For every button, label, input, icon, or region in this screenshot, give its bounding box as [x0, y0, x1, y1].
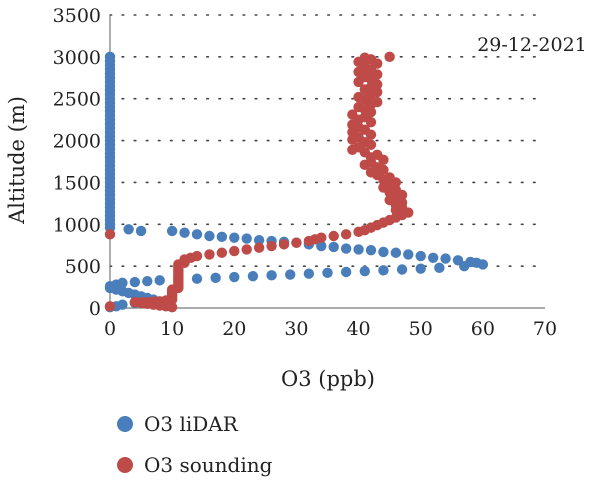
point-o3-lidar-76 [359, 265, 370, 277]
point-o3-lidar-81 [266, 270, 277, 281]
point-o3-sounding-125 [104, 301, 116, 312]
point-o3-sounding-34 [347, 134, 358, 145]
point-o3-sounding-79 [266, 240, 277, 252]
series-o3-lidar [104, 51, 489, 313]
point-o3-lidar-60 [365, 245, 377, 256]
point-o3-lidar-88 [142, 276, 153, 287]
legend-marker-o3-lidar [117, 416, 133, 432]
legend-label-o3-lidar: O3 liDAR [144, 412, 239, 436]
point-o3-sounding-84 [204, 249, 215, 260]
point-o3-lidar-84 [210, 272, 221, 284]
point-o3-lidar-73 [415, 263, 426, 274]
point-o3-lidar-75 [378, 265, 389, 276]
point-o3-lidar-74 [396, 264, 408, 275]
point-o3-lidar-57 [328, 241, 339, 253]
x-tick-label-30: 30 [284, 318, 308, 340]
point-o3-lidar-87 [154, 275, 165, 286]
point-o3-sounding-73 [328, 230, 339, 242]
x-tick-label-60: 60 [471, 318, 495, 340]
point-o3-sounding-83 [216, 247, 228, 258]
date-annotation: 29-12-2021 [477, 34, 587, 56]
y-tick-label-1000: 1000 [53, 214, 101, 236]
point-o3-lidar-72 [434, 262, 445, 274]
x-tick-label-70: 70 [533, 318, 557, 340]
point-o3-lidar-50 [241, 233, 252, 244]
y-tick-label-2000: 2000 [53, 131, 101, 153]
point-o3-lidar-89 [129, 276, 141, 288]
point-o3-sounding-124 [104, 229, 116, 240]
point-o3-sounding-42 [378, 154, 389, 166]
point-o3-lidar-43 [135, 225, 147, 237]
y-tick-label-3500: 3500 [53, 5, 101, 27]
point-o3-lidar-78 [322, 267, 333, 279]
y-tick-label-500: 500 [65, 256, 101, 278]
point-o3-lidar-45 [179, 227, 190, 238]
point-o3-sounding-38 [347, 144, 358, 155]
point-o3-lidar-49 [229, 232, 240, 243]
point-o3-sounding-123 [166, 301, 178, 313]
point-o3-sounding-36 [365, 139, 377, 150]
point-o3-lidar-71 [459, 260, 470, 272]
y-tick-label-0: 0 [89, 298, 101, 320]
point-o3-sounding-32 [365, 129, 377, 140]
legend-marker-o3-sounding [117, 457, 133, 473]
point-o3-sounding-0 [384, 51, 395, 63]
y-tick-label-1500: 1500 [53, 172, 101, 194]
y-tick-label-2500: 2500 [53, 89, 101, 111]
y-axis-label: Altitude (m) [5, 96, 29, 225]
chart-grid [109, 14, 546, 267]
point-o3-lidar-82 [247, 270, 259, 282]
point-o3-sounding-80 [253, 242, 265, 253]
point-o3-lidar-56 [316, 240, 327, 252]
y-tick-label-3000: 3000 [53, 47, 101, 69]
x-tick-labels: 0 10 20 30 40 50 60 70 [104, 318, 557, 340]
x-tick-label-40: 40 [346, 318, 370, 340]
point-o3-lidar-70 [477, 259, 489, 270]
point-o3-lidar-59 [353, 244, 364, 255]
point-o3-lidar-61 [378, 246, 389, 258]
point-o3-lidar-66 [440, 253, 451, 264]
point-o3-sounding-11 [353, 76, 364, 88]
point-o3-lidar-65 [427, 252, 439, 263]
point-o3-lidar-46 [191, 229, 203, 240]
x-tick-label-10: 10 [160, 318, 184, 340]
point-o3-lidar-42 [123, 224, 134, 235]
point-o3-sounding-76 [303, 235, 315, 247]
point-o3-sounding-72 [340, 229, 352, 240]
point-o3-sounding-82 [229, 245, 240, 257]
x-tick-label-0: 0 [104, 318, 116, 340]
x-tick-label-50: 50 [409, 318, 433, 340]
point-o3-lidar-85 [191, 273, 203, 284]
point-o3-sounding-78 [278, 239, 290, 250]
point-o3-lidar-51 [253, 234, 265, 246]
point-o3-lidar-79 [303, 268, 315, 279]
point-o3-sounding-44 [359, 159, 370, 171]
point-o3-sounding-71 [353, 226, 364, 238]
point-o3-lidar-58 [340, 243, 352, 254]
point-o3-lidar-83 [229, 271, 240, 283]
point-o3-lidar-63 [403, 249, 414, 260]
point-o3-sounding-81 [241, 244, 252, 255]
point-o3-lidar-64 [415, 250, 426, 262]
point-o3-lidar-47 [204, 230, 215, 242]
point-o3-sounding-27 [365, 116, 377, 128]
point-o3-lidar-48 [216, 231, 228, 243]
point-o3-lidar-77 [340, 266, 352, 278]
point-o3-lidar-44 [166, 225, 178, 237]
x-axis-label: O3 (ppb) [281, 367, 375, 391]
legend-label-o3-sounding: O3 sounding [144, 453, 273, 477]
point-o3-sounding-77 [291, 237, 302, 248]
series-o3-sounding [104, 51, 414, 313]
legend: O3 liDAR O3 sounding [117, 412, 273, 477]
y-tick-labels: 0 500 1000 1500 2000 2500 3000 3500 [53, 5, 101, 320]
point-o3-lidar-80 [285, 269, 296, 280]
x-tick-label-20: 20 [222, 318, 246, 340]
point-o3-lidar-62 [390, 247, 402, 258]
